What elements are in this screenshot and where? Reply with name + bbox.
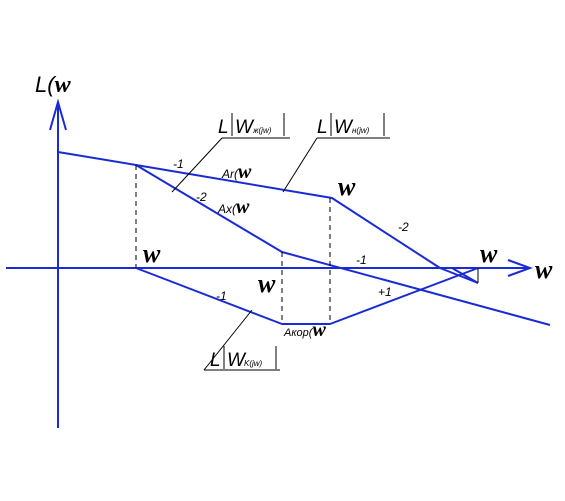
label-a-r: Ar(w [221,161,252,183]
callout-top-right-sub: н(jw) [352,126,370,135]
curve-total [57,151,479,284]
slope-lower-minus1: -1 [216,289,227,303]
leader-top-left [171,137,223,193]
omega-mark-w5: w [480,239,498,268]
callout-top-right-prefix: L [317,117,328,138]
callout-top-left-w: W [235,117,255,138]
label-a-kop: Aкор(w [283,319,326,341]
omega-mark-w1: w [143,239,161,268]
callout-bottom-w: W [227,350,247,371]
y-axis-label: L(w [35,72,72,98]
label-a-x: Ax(w [217,196,250,218]
x-axis-label: w [535,255,553,284]
frequency-guides [135,165,331,324]
callout-top-right-w: W [334,117,354,138]
slope-center-minus1: -1 [356,253,367,267]
callout-bottom: L W K(jw) [210,346,277,371]
axes [6,98,533,428]
callout-bottom-sub: K(jw) [244,359,263,368]
leader-bottom [203,309,253,371]
callout-leaders [171,137,390,371]
slope-middle-minus2: -2 [196,190,207,204]
slope-upper-minus1: -1 [173,157,184,171]
x-axis-arrow-icon [507,259,533,277]
callout-top-right: L W н(jw) [317,113,385,138]
callout-bottom-prefix: L [210,350,221,371]
omega-mark-w2: w [258,269,276,298]
callout-top-left-prefix: L [218,117,229,138]
callout-top-left: L W ж(jw) [218,113,285,138]
curve-correction [135,267,479,325]
omega-mark-w3: w [338,172,356,201]
slope-rising-plus1: +1 [378,285,392,299]
leader-top-right [282,137,318,193]
slope-right-minus2: -2 [398,220,409,234]
lafc-curves [57,151,551,326]
y-axis-arrow-icon [49,98,67,131]
callout-top-left-sub: ж(jw) [252,126,272,135]
